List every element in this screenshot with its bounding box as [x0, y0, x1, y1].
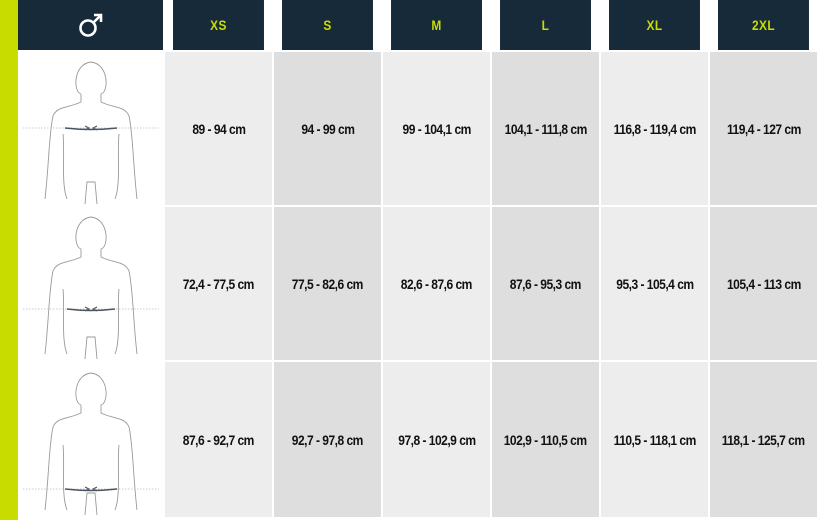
measurement-value: 99 - 104,1 cm — [402, 120, 471, 137]
size-cell-s: 94 - 99 cm — [274, 52, 381, 205]
size-cell-xl: 110,5 - 118,1 cm — [601, 362, 708, 517]
size-cell-l: 102,9 - 110,5 cm — [492, 362, 599, 517]
measurement-value: 97,8 - 102,9 cm — [397, 431, 476, 448]
size-cell-2xl: 105,4 - 113 cm — [710, 207, 817, 360]
hip-measurement-figure-icon — [18, 362, 163, 517]
size-cell-l: 104,1 - 111,8 cm — [492, 52, 599, 205]
measurement-value: 72,4 - 77,5 cm — [182, 275, 255, 292]
size-cell-s: 92,7 - 97,8 cm — [274, 362, 381, 517]
header-gender-cell — [18, 0, 163, 50]
measurement-value: 94 - 99 cm — [300, 120, 355, 137]
measurement-value: 82,6 - 87,6 cm — [400, 275, 473, 292]
size-cell-xl: 116,8 - 119,4 cm — [601, 52, 708, 205]
size-header-l: L — [500, 0, 591, 50]
size-header-xs: XS — [173, 0, 264, 50]
size-cell-xs: 72,4 - 77,5 cm — [165, 207, 272, 360]
size-header-2xl: 2XL — [718, 0, 809, 50]
measurement-value: 116,8 - 119,4 cm — [613, 120, 696, 137]
measurement-value: 87,6 - 92,7 cm — [182, 431, 255, 448]
body-figure — [22, 372, 159, 515]
size-header-xl: XL — [609, 0, 700, 50]
male-symbol-icon — [78, 13, 102, 37]
measurement-value: 118,1 - 125,7 cm — [722, 431, 805, 448]
measurement-value: 87,6 - 95,3 cm — [509, 275, 582, 292]
size-cell-xl: 95,3 - 105,4 cm — [601, 207, 708, 360]
measurement-value: 104,1 - 111,8 cm — [504, 120, 587, 137]
body-figure — [22, 61, 159, 204]
size-header-m: M — [391, 0, 482, 50]
body-figure — [22, 216, 159, 359]
size-cell-m: 97,8 - 102,9 cm — [383, 362, 490, 517]
accent-strip — [0, 0, 18, 520]
size-cell-m: 99 - 104,1 cm — [383, 52, 490, 205]
size-cell-l: 87,6 - 95,3 cm — [492, 207, 599, 360]
size-cell-2xl: 118,1 - 125,7 cm — [710, 362, 817, 517]
size-cell-m: 82,6 - 87,6 cm — [383, 207, 490, 360]
measurement-value: 92,7 - 97,8 cm — [291, 431, 364, 448]
size-chart-table: XS S M L XL 2XL 89 - 94 cm 94 - 99 cm 99 - 104,… — [18, 0, 817, 517]
measurement-value: 102,9 - 110,5 cm — [504, 431, 587, 448]
measurement-value: 89 - 94 cm — [191, 120, 246, 137]
measurement-value: 110,5 - 118,1 cm — [613, 431, 696, 448]
size-cell-s: 77,5 - 82,6 cm — [274, 207, 381, 360]
size-cell-xs: 89 - 94 cm — [165, 52, 272, 205]
measurement-value: 95,3 - 105,4 cm — [615, 275, 694, 292]
chest-measurement-figure-icon — [18, 52, 163, 205]
measurement-value: 77,5 - 82,6 cm — [291, 275, 364, 292]
size-cell-2xl: 119,4 - 127 cm — [710, 52, 817, 205]
size-header-s: S — [282, 0, 373, 50]
waist-measurement-figure-icon — [18, 207, 163, 360]
measurement-value: 105,4 - 113 cm — [726, 275, 801, 292]
measurement-value: 119,4 - 127 cm — [726, 120, 801, 137]
size-cell-xs: 87,6 - 92,7 cm — [165, 362, 272, 517]
